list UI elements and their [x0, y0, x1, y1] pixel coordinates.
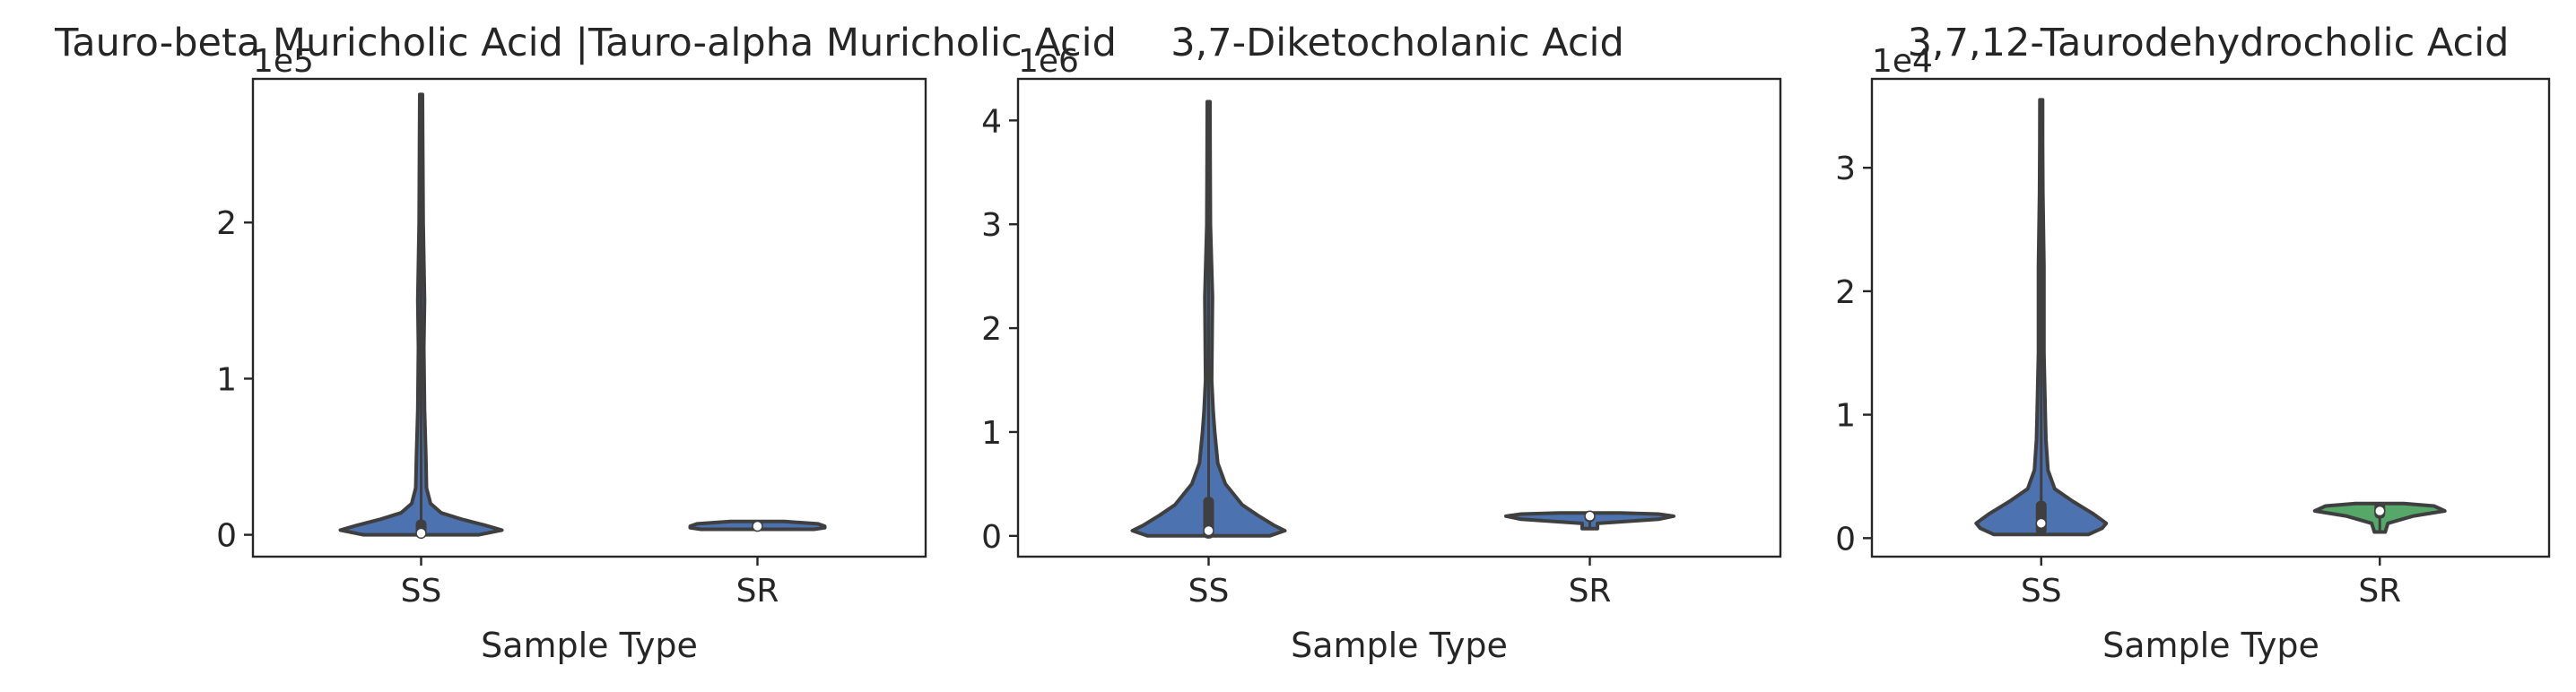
subplot-2-plot-area: 0 1 2 3 4 SS SR: [981, 77, 1782, 610]
subplot-3-offset-label: 1e4: [1872, 43, 1933, 80]
violin-median-point: [2374, 505, 2386, 517]
y-tick-label: 1: [1835, 398, 1856, 435]
violin-median-point: [415, 527, 427, 540]
axes-frame: [251, 77, 927, 558]
violin-median-point: [1203, 524, 1214, 537]
subplot-1-offset-label: 1e5: [253, 43, 314, 80]
subplot-3-x-axis-label: Sample Type: [2102, 626, 2319, 665]
subplot-2: 3,7-Diketocholanic Acid 1e6 0 1 2 3 4 SS SR Sa…: [981, 21, 1782, 665]
x-tick-label: SR: [736, 573, 779, 610]
y-tick-label: 2: [1835, 274, 1856, 311]
subplot-2-title: 3,7-Diketocholanic Acid: [1171, 21, 1624, 65]
x-tick-label: SS: [401, 573, 442, 610]
x-tick-label: SS: [1188, 573, 1230, 610]
subplot-3: 3,7,12-Taurodehydrocholic Acid 1e4 0 1 2 3 S…: [1835, 21, 2551, 665]
axes-frame: [1870, 77, 2551, 558]
violin-median-point: [2035, 517, 2047, 530]
subplot-1-title: Tauro-beta Muricholic Acid |Tauro-alpha …: [54, 21, 1117, 65]
y-tick-label: 1: [981, 415, 1002, 452]
y-tick-label: 2: [981, 311, 1002, 348]
x-tick-label: SS: [2021, 573, 2062, 610]
violin-median-point: [1584, 510, 1596, 523]
violin-median-point: [752, 520, 763, 532]
y-tick-label: 3: [1835, 151, 1856, 187]
subplot-3-plot-area: 0 1 2 3 SS SR: [1835, 77, 2551, 610]
y-tick-label: 0: [1835, 521, 1856, 558]
y-tick-label: 0: [216, 518, 237, 555]
subplot-1: Tauro-beta Muricholic Acid |Tauro-alpha …: [54, 21, 1117, 665]
subplot-2-x-axis-label: Sample Type: [1291, 626, 1508, 665]
subplot-2-offset-label: 1e6: [1018, 43, 1079, 80]
y-tick-label: 1: [216, 361, 237, 398]
subplot-1-plot-area: 0 1 2 SS SR: [216, 77, 927, 610]
subplot-3-title: 3,7,12-Taurodehydrocholic Acid: [1908, 21, 2510, 65]
axes-frame: [1016, 77, 1782, 558]
y-tick-label: 2: [216, 205, 237, 242]
subplot-1-x-axis-label: Sample Type: [481, 626, 698, 665]
x-tick-label: SR: [1569, 573, 1612, 610]
x-tick-label: SR: [2358, 573, 2401, 610]
y-tick-label: 0: [981, 519, 1002, 556]
y-tick-label: 4: [981, 103, 1002, 140]
y-tick-label: 3: [981, 207, 1002, 244]
